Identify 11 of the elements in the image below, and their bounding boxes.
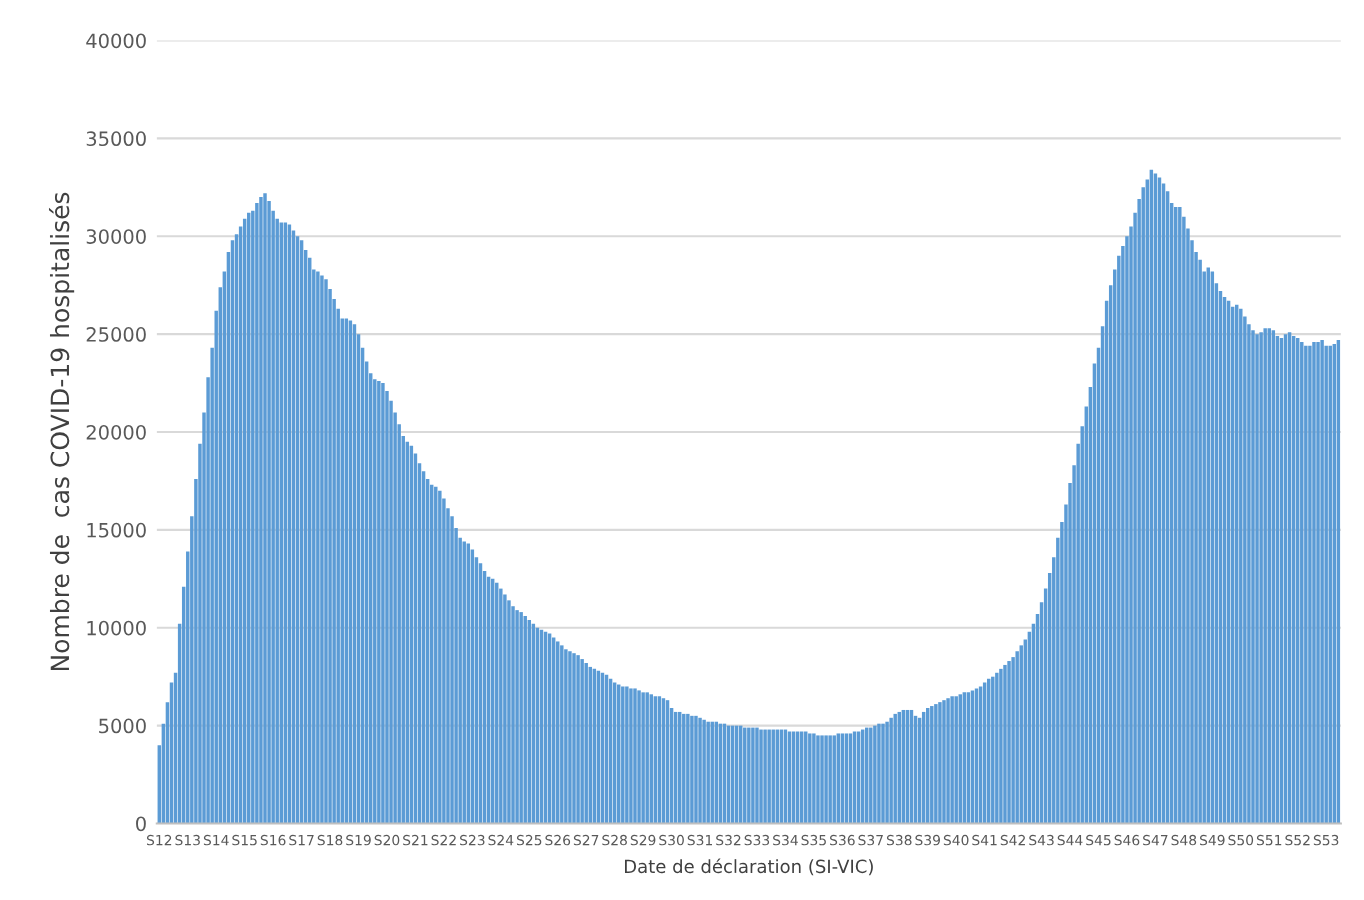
y-tick-label: 30000 xyxy=(86,229,146,244)
y-tick-label: 10000 xyxy=(87,620,146,636)
y-tick-label: 35000 xyxy=(86,131,146,147)
y-tick-label: 40000 xyxy=(86,33,146,49)
x-axis-title: Date de déclaration (SI-VIC) xyxy=(625,858,873,876)
y-tick-label: 20000 xyxy=(86,424,146,440)
y-tick-label: 15000 xyxy=(87,522,146,538)
y-tick-label: 25000 xyxy=(86,327,146,342)
y-axis-title: Nombre de cas COVID-19 hospitalisés xyxy=(48,192,75,671)
y-tick-label: 0 xyxy=(136,816,146,832)
y-tick-label: 5000 xyxy=(99,718,146,734)
